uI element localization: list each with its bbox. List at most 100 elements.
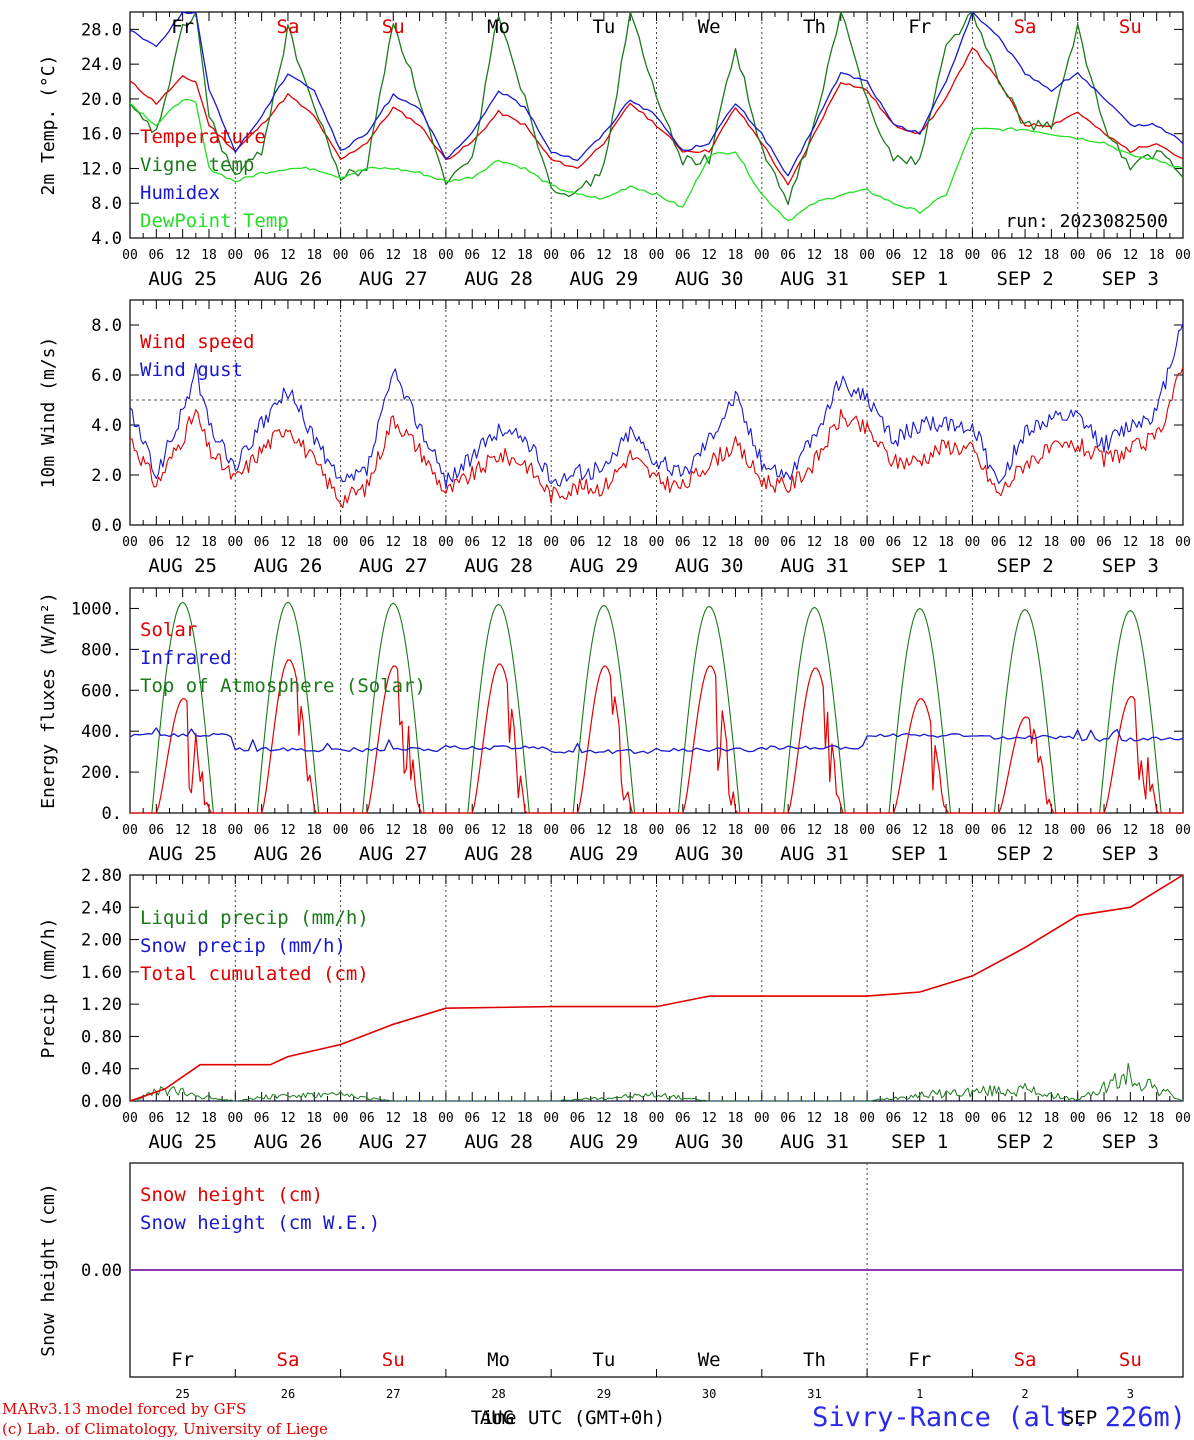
y-axis-label: Snow height (cm) (38, 1183, 59, 1356)
hour-tick-label: 00 (333, 823, 349, 838)
bottom-day-number: 27 (386, 1387, 400, 1401)
hour-tick-label: 12 (385, 823, 401, 838)
y-tick-label: 200. (81, 763, 122, 783)
hour-tick-label: 06 (148, 1111, 164, 1126)
y-tick-label: 2.40 (81, 898, 122, 918)
day-label: AUG 31 (780, 268, 849, 290)
hour-tick-label: 12 (807, 535, 823, 550)
hour-tick-label: 06 (570, 1111, 586, 1126)
hour-tick-label: 18 (201, 248, 217, 263)
hour-tick-label: 12 (491, 1111, 507, 1126)
hour-tick-label: 12 (1017, 1111, 1033, 1126)
hour-tick-label: 12 (912, 1111, 928, 1126)
hour-tick-label: 06 (359, 1111, 375, 1126)
hour-tick-label: 00 (227, 1111, 243, 1126)
hour-tick-label: 00 (965, 1111, 981, 1126)
hour-tick-label: 12 (385, 1111, 401, 1126)
hour-tick-label: 12 (1123, 1111, 1139, 1126)
hour-tick-label: 18 (622, 248, 638, 263)
hour-tick-label: 06 (1096, 823, 1112, 838)
hour-tick-label: 12 (1123, 535, 1139, 550)
y-tick-label: 0.0 (91, 516, 122, 536)
hour-tick-label: 12 (1017, 248, 1033, 263)
hour-tick-label: 06 (570, 535, 586, 550)
y-tick-label: 2.0 (91, 466, 122, 486)
hour-tick-label: 12 (1123, 248, 1139, 263)
weekday-label: Mo (487, 1349, 510, 1371)
hour-tick-label: 00 (333, 248, 349, 263)
hour-tick-label: 12 (280, 1111, 296, 1126)
hour-tick-label: 00 (1175, 1111, 1191, 1126)
day-label: AUG 31 (780, 843, 849, 865)
day-label: SEP 1 (891, 1131, 948, 1153)
y-axis-label: 2m Temp. (°C) (38, 55, 59, 196)
hour-tick-label: 12 (175, 535, 191, 550)
hour-tick-label: 06 (254, 535, 270, 550)
day-label: AUG 26 (254, 843, 323, 865)
hour-tick-label: 18 (1149, 1111, 1165, 1126)
weekday-label: We (698, 1349, 721, 1371)
day-label: AUG 28 (464, 843, 533, 865)
legend-entry: Snow precip (mm/h) (140, 935, 346, 957)
weekday-label: Fr (908, 16, 931, 38)
hour-tick-label: 18 (728, 823, 744, 838)
hour-tick-label: 12 (912, 535, 928, 550)
hour-tick-label: 06 (148, 823, 164, 838)
hour-tick-label: 00 (1070, 1111, 1086, 1126)
y-tick-label: 2.80 (81, 866, 122, 886)
hour-tick-label: 06 (780, 1111, 796, 1126)
x-axis-label: Time UTC (GMT+0h) (471, 1407, 665, 1429)
hour-tick-label: 00 (649, 1111, 665, 1126)
day-label: SEP 2 (996, 268, 1053, 290)
y-tick-label: 0.00 (81, 1092, 122, 1112)
day-label: AUG 28 (464, 268, 533, 290)
weekday-label: Sa (1014, 16, 1037, 38)
hour-tick-label: 18 (1044, 1111, 1060, 1126)
hour-tick-label: 12 (1123, 823, 1139, 838)
hour-tick-label: 00 (333, 535, 349, 550)
day-label: SEP 1 (891, 555, 948, 577)
day-label: AUG 29 (570, 1131, 639, 1153)
hour-tick-label: 18 (1149, 823, 1165, 838)
hour-tick-label: 12 (912, 248, 928, 263)
hour-tick-label: 06 (675, 823, 691, 838)
y-tick-label: 0.80 (81, 1027, 122, 1047)
y-tick-label: 12.0 (81, 159, 122, 179)
hour-tick-label: 00 (1175, 535, 1191, 550)
y-tick-label: 600. (81, 681, 122, 701)
day-label: AUG 25 (148, 555, 217, 577)
hour-tick-label: 06 (464, 823, 480, 838)
hour-tick-label: 00 (1175, 823, 1191, 838)
hour-tick-label: 12 (491, 248, 507, 263)
day-label: SEP 3 (1102, 268, 1159, 290)
hour-tick-label: 18 (412, 248, 428, 263)
hour-tick-label: 18 (306, 1111, 322, 1126)
hour-tick-label: 06 (991, 823, 1007, 838)
hour-tick-label: 18 (938, 1111, 954, 1126)
y-tick-label: 24.0 (81, 55, 122, 75)
day-label: SEP 1 (891, 843, 948, 865)
hour-tick-label: 12 (701, 535, 717, 550)
hour-tick-label: 00 (754, 823, 770, 838)
hour-tick-label: 06 (886, 248, 902, 263)
series-solar (130, 659, 1183, 814)
bottom-day-number: 31 (807, 1387, 821, 1401)
y-tick-label: 2.00 (81, 931, 122, 951)
hour-tick-label: 12 (385, 535, 401, 550)
weekday-label: Mo (487, 16, 510, 38)
hour-tick-label: 12 (807, 1111, 823, 1126)
bottom-day-number: 2 (1021, 1387, 1028, 1401)
day-label: AUG 25 (148, 843, 217, 865)
hour-tick-label: 06 (254, 823, 270, 838)
day-label: AUG 27 (359, 843, 428, 865)
weekday-label: Sa (277, 16, 300, 38)
hour-tick-label: 00 (1070, 535, 1086, 550)
hour-tick-label: 12 (385, 248, 401, 263)
day-label: AUG 25 (148, 1131, 217, 1153)
weekday-label: Fr (908, 1349, 931, 1371)
y-tick-label: 1.60 (81, 963, 122, 983)
day-label: AUG 27 (359, 1131, 428, 1153)
weekday-label: Sa (1014, 1349, 1037, 1371)
y-tick-label: 20.0 (81, 90, 122, 110)
hour-tick-label: 06 (991, 1111, 1007, 1126)
